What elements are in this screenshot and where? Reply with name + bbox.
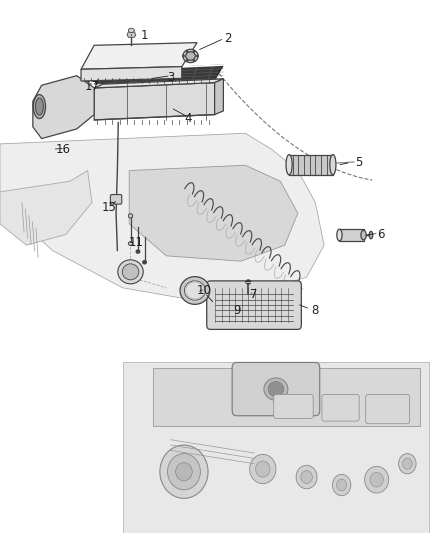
Polygon shape (153, 368, 420, 426)
Ellipse shape (399, 454, 416, 474)
Ellipse shape (186, 50, 188, 52)
Text: 1: 1 (141, 29, 148, 42)
Ellipse shape (122, 264, 139, 280)
Ellipse shape (118, 260, 143, 284)
Ellipse shape (128, 28, 134, 33)
Ellipse shape (33, 94, 46, 118)
Text: 5: 5 (356, 156, 363, 169)
Polygon shape (0, 133, 324, 298)
Ellipse shape (403, 458, 412, 469)
Ellipse shape (246, 280, 251, 284)
Ellipse shape (332, 474, 351, 496)
Text: 8: 8 (312, 304, 319, 317)
Ellipse shape (268, 382, 284, 397)
Ellipse shape (361, 230, 366, 240)
Text: 4: 4 (184, 112, 192, 125)
Ellipse shape (336, 479, 347, 491)
Ellipse shape (186, 282, 204, 299)
Ellipse shape (264, 378, 288, 400)
Ellipse shape (183, 49, 198, 63)
Ellipse shape (182, 55, 184, 57)
Ellipse shape (128, 214, 133, 218)
Ellipse shape (196, 55, 199, 57)
Text: 16: 16 (56, 143, 71, 156)
Ellipse shape (35, 98, 43, 115)
Ellipse shape (186, 52, 195, 60)
Ellipse shape (136, 250, 140, 253)
Ellipse shape (301, 471, 312, 483)
Ellipse shape (286, 155, 292, 175)
Ellipse shape (180, 277, 210, 304)
Ellipse shape (256, 461, 270, 477)
Ellipse shape (176, 463, 192, 481)
Polygon shape (81, 43, 197, 69)
Ellipse shape (193, 50, 195, 52)
Ellipse shape (250, 454, 276, 484)
Ellipse shape (128, 241, 133, 245)
FancyBboxPatch shape (232, 362, 320, 416)
FancyBboxPatch shape (366, 394, 410, 424)
Ellipse shape (330, 155, 336, 175)
Ellipse shape (337, 229, 342, 241)
Ellipse shape (143, 261, 146, 264)
FancyBboxPatch shape (322, 394, 359, 421)
Polygon shape (81, 91, 94, 112)
Text: 2: 2 (224, 32, 232, 45)
Polygon shape (127, 32, 136, 37)
Text: 7: 7 (250, 288, 258, 301)
Ellipse shape (369, 231, 373, 239)
Polygon shape (94, 83, 215, 120)
Text: 15: 15 (102, 201, 117, 214)
Text: 6: 6 (377, 228, 385, 241)
FancyBboxPatch shape (110, 195, 122, 204)
Polygon shape (129, 165, 298, 261)
Ellipse shape (364, 466, 389, 493)
Polygon shape (0, 171, 92, 245)
Text: 3: 3 (167, 71, 174, 84)
FancyBboxPatch shape (207, 281, 301, 329)
Polygon shape (215, 79, 223, 115)
Polygon shape (33, 76, 94, 139)
Polygon shape (94, 79, 223, 88)
Ellipse shape (370, 472, 383, 487)
Ellipse shape (160, 445, 208, 498)
Polygon shape (94, 65, 223, 85)
Text: 17: 17 (85, 80, 99, 93)
Text: 11: 11 (128, 236, 143, 249)
Text: 9: 9 (233, 304, 240, 317)
Polygon shape (339, 229, 364, 241)
Ellipse shape (167, 454, 200, 490)
Ellipse shape (186, 60, 188, 62)
Polygon shape (123, 362, 429, 533)
Polygon shape (289, 155, 333, 175)
Ellipse shape (193, 60, 195, 62)
Polygon shape (81, 67, 182, 81)
Ellipse shape (296, 465, 317, 489)
Text: 10: 10 (196, 284, 211, 297)
Ellipse shape (184, 281, 205, 300)
FancyBboxPatch shape (274, 394, 313, 418)
